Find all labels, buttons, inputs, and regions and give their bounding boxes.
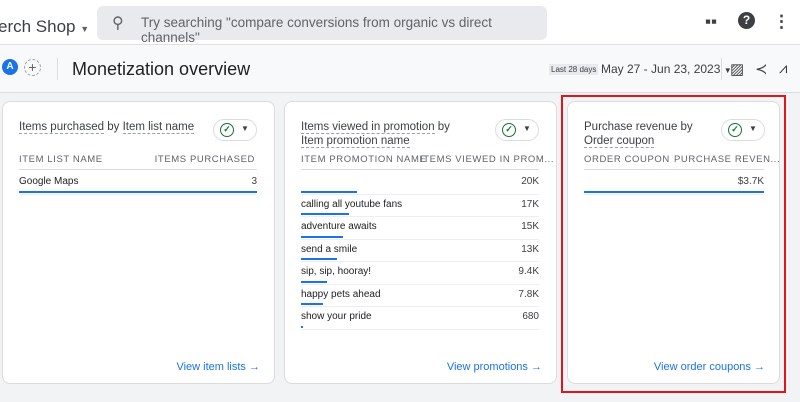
card-title[interactable]: Items purchased by Item list name xyxy=(19,121,195,134)
value-bar xyxy=(301,235,343,238)
card-purchase-revenue-coupon: Purchase revenue by Order coupon ✓ ▼ ORDE… xyxy=(567,101,780,384)
divider xyxy=(301,169,539,170)
column-header: PURCHASE REVEN... xyxy=(674,154,781,165)
card-title[interactable]: Items viewed in promotion by Item promot… xyxy=(301,121,450,148)
column-header: ORDER COUPON xyxy=(584,154,670,165)
view-promotions-link[interactable]: View promotions → xyxy=(446,361,542,373)
divider xyxy=(57,58,58,80)
edit-report-icon[interactable]: ▨ xyxy=(730,61,745,78)
more-vert-icon[interactable]: ⋮ xyxy=(773,12,790,31)
caret-down-icon: ▼ xyxy=(749,124,757,133)
caret-down-icon: ▼ xyxy=(523,124,531,133)
column-header: ITEMS PURCHASED xyxy=(154,154,255,165)
caret-down-icon: ▼ xyxy=(241,124,249,133)
compare-toggle[interactable]: ✓ ▼ xyxy=(213,119,257,141)
row-value: 17K xyxy=(521,198,539,210)
property-selector[interactable]: erch Shop ▼ xyxy=(0,17,89,37)
top-bar: erch Shop ▼ ⚲ Try searching "compare con… xyxy=(0,0,800,45)
search-bar[interactable]: ⚲ Try searching "compare conversions fro… xyxy=(97,6,547,45)
table-row[interactable]: sip, sip, hooray! 9.4K xyxy=(301,262,539,285)
card-title[interactable]: Purchase revenue by Order coupon xyxy=(584,121,693,148)
row-label: adventure awaits xyxy=(301,221,377,232)
value-bar xyxy=(19,190,257,193)
divider xyxy=(584,169,764,170)
value-bar xyxy=(301,213,349,215)
table-row[interactable]: happy pets ahead 7.8K xyxy=(301,285,539,307)
value-bar xyxy=(301,258,338,260)
add-comparison-button[interactable]: + xyxy=(24,59,41,76)
check-circle-icon: ✓ xyxy=(502,123,516,137)
row-label: sip, sip, hooray! xyxy=(301,266,372,277)
table-row[interactable]: calling all youtube fans 17K xyxy=(301,195,539,217)
compare-toggle[interactable]: ✓ ▼ xyxy=(721,119,765,141)
value-bar xyxy=(301,303,323,305)
divider xyxy=(19,169,257,170)
table-row[interactable]: 20K xyxy=(301,172,539,195)
table-row[interactable]: show your pride 680 xyxy=(301,307,539,330)
table-row[interactable]: adventure awaits 15K xyxy=(301,217,539,240)
card-items-purchased: Items purchased by Item list name ✓ ▼ ITE… xyxy=(2,101,275,384)
date-badge: Last 28 days xyxy=(549,64,599,75)
row-value: $3.7K xyxy=(737,176,764,187)
row-value: 15K xyxy=(521,221,539,232)
column-header: ITEM PROMOTION NAME xyxy=(301,154,427,165)
row-value: 680 xyxy=(522,311,539,322)
column-header: ITEMS VIEWED IN PROM... xyxy=(420,154,555,165)
check-circle-icon: ✓ xyxy=(728,123,742,137)
table-row[interactable]: send a smile 13K xyxy=(301,240,539,262)
table-row[interactable]: Google Maps 3 xyxy=(19,172,257,195)
row-value: 7.8K xyxy=(518,288,539,300)
page-title: Monetization overview xyxy=(72,59,251,79)
card-items-viewed-promotion: Items viewed in promotion by Item promot… xyxy=(284,101,557,384)
value-bar xyxy=(301,325,304,328)
highlight-box xyxy=(561,95,786,393)
date-range-picker[interactable]: May 27 - Jun 23, 2023 ▼ xyxy=(601,62,732,76)
row-value: 13K xyxy=(521,243,539,255)
view-item-lists-link[interactable]: View item lists → xyxy=(176,361,260,373)
share-icon[interactable]: ≺ xyxy=(755,61,768,78)
row-label: calling all youtube fans xyxy=(301,198,403,210)
value-bar xyxy=(301,280,328,283)
value-bar xyxy=(301,190,357,193)
row-label: send a smile xyxy=(301,243,358,255)
search-icon: ⚲ xyxy=(112,15,124,32)
row-value: 9.4K xyxy=(518,266,539,277)
report-header xyxy=(0,45,800,93)
table-row[interactable]: $3.7K xyxy=(584,172,764,195)
help-icon[interactable]: ? xyxy=(738,12,755,29)
row-label: happy pets ahead xyxy=(301,288,381,300)
check-circle-icon: ✓ xyxy=(220,123,234,137)
caret-down-icon: ▼ xyxy=(723,66,732,75)
avatar[interactable]: A xyxy=(2,59,18,75)
date-range: May 27 - Jun 23, 2023 xyxy=(601,62,721,76)
caret-down-icon: ▼ xyxy=(80,24,90,34)
apps-icon[interactable]: ▪▪ xyxy=(705,12,718,31)
insights-icon[interactable]: ⩘ xyxy=(779,60,788,77)
property-name: erch Shop xyxy=(0,17,76,36)
row-label: show your pride xyxy=(301,311,372,322)
row-label: Google Maps xyxy=(19,176,79,187)
compare-toggle[interactable]: ✓ ▼ xyxy=(495,119,539,141)
row-value: 3 xyxy=(251,176,257,187)
row-value: 20K xyxy=(521,176,539,187)
search-placeholder: Try searching "compare conversions from … xyxy=(141,15,492,45)
view-order-coupons-link[interactable]: View order coupons → xyxy=(653,361,765,373)
column-header: ITEM LIST NAME xyxy=(19,154,103,165)
value-bar xyxy=(584,190,764,193)
divider xyxy=(721,58,722,80)
